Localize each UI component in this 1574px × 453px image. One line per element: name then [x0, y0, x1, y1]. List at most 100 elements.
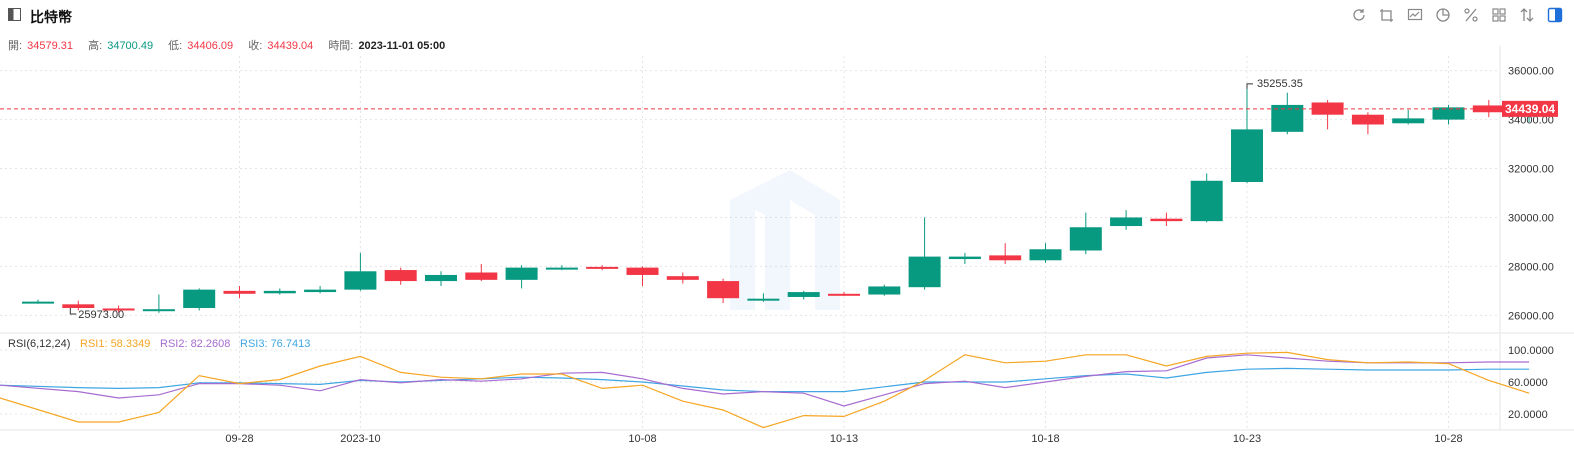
candle [1432, 104, 1465, 125]
candle-body [586, 266, 619, 269]
pie-icon[interactable] [1434, 6, 1452, 24]
annotations-layer: 35255.35 25973.00 [0, 78, 1500, 321]
crop-icon[interactable] [1378, 6, 1396, 24]
rsi-tick-label: 100.0000 [1508, 345, 1554, 357]
candle [1472, 100, 1505, 118]
candle [425, 271, 457, 286]
min-price-label: 25973.00 [78, 309, 124, 321]
time-label: 時間: [328, 40, 354, 52]
toolbar [1350, 6, 1564, 24]
price-tick-label: 28000.00 [1508, 261, 1554, 273]
rsi1-legend: RSI1: 58.3349 [80, 338, 150, 350]
refresh-icon[interactable] [1350, 6, 1368, 24]
candle-body [666, 276, 699, 280]
candle-body [223, 290, 256, 294]
candle-body [22, 301, 54, 304]
close-value: 34439.04 [267, 40, 314, 52]
rsi3-line [0, 367, 1530, 393]
candle-body [304, 289, 337, 293]
time-tick-label: 09-28 [225, 433, 253, 445]
open-label: 開: [8, 40, 23, 52]
candle [344, 252, 377, 291]
watermark-logo [730, 170, 840, 310]
symbol-title: 比特幣 [30, 9, 72, 25]
price-tick-label: 34000.00 [1508, 115, 1554, 127]
low-label: 低: [168, 40, 183, 52]
current-price-badge [1502, 100, 1558, 117]
candle [707, 278, 740, 304]
min-marker [69, 307, 77, 315]
candle-body [344, 271, 377, 290]
candle-body [142, 309, 175, 312]
candle [586, 265, 619, 271]
rsi-legend-title: RSI(6,12,24) [8, 338, 70, 350]
candle-body [505, 267, 538, 280]
layout-icon[interactable] [1490, 6, 1508, 24]
candle [183, 288, 216, 311]
candle-body [545, 267, 578, 270]
percent-icon[interactable] [1462, 6, 1480, 24]
candle-body [1069, 227, 1102, 251]
rsi2-line [0, 354, 1530, 407]
candle-body [465, 272, 498, 280]
candle-body [1432, 107, 1465, 120]
candle [1311, 100, 1344, 130]
candle [1029, 243, 1062, 263]
candle [384, 267, 417, 285]
candle [1190, 173, 1223, 223]
candle-body [102, 308, 135, 311]
candle-body [1351, 114, 1384, 125]
time-axis: 09-28 2023-10 10-08 10-13 10-18 10-23 10-28 [225, 433, 1462, 445]
candle-body [868, 286, 901, 295]
open-value: 34579.31 [27, 40, 74, 52]
candle [102, 305, 135, 313]
candle [223, 285, 256, 299]
candle [1231, 88, 1263, 184]
high-value: 34700.49 [107, 40, 154, 52]
price-tick-label: 32000.00 [1508, 164, 1554, 176]
price-tick-label: 36000.00 [1508, 66, 1554, 78]
price-axis: 36000.00 34000.00 32000.00 30000.00 28000.00… [1502, 66, 1558, 322]
candle [747, 293, 780, 302]
compare-icon[interactable] [1518, 6, 1536, 24]
time-value: 2023-11-01 05:00 [358, 40, 446, 52]
candle-body [707, 281, 740, 299]
candle-body [183, 289, 216, 308]
candle-body [62, 304, 95, 308]
time-tick-label: 10-13 [830, 433, 858, 445]
candle [465, 263, 498, 282]
candle-body [1311, 102, 1344, 115]
max-price-label: 35255.35 [1257, 78, 1303, 90]
candle-body [1110, 217, 1143, 227]
candle-body [263, 290, 296, 294]
rsi2-legend: RSI2: 82.2608 [160, 338, 230, 350]
candle [1351, 112, 1384, 135]
candle [868, 284, 901, 296]
candle [142, 294, 175, 313]
candle [989, 243, 1022, 264]
candle [908, 217, 941, 290]
candle [1110, 210, 1143, 230]
rsi-pane: 100.0000 60.0000 20.0000 RSI(6,12,24) RSI1: … [0, 338, 1554, 429]
price-tick-label: 30000.00 [1508, 212, 1554, 224]
candle-body [787, 292, 820, 297]
candle [22, 299, 54, 304]
candle-body [989, 255, 1022, 261]
chart-type-icon[interactable] [1406, 6, 1424, 24]
candles-layer [22, 88, 1546, 313]
candle [545, 265, 578, 271]
candle [263, 288, 296, 295]
time-tick-label: 10-18 [1031, 433, 1059, 445]
candle-body [948, 256, 981, 260]
high-label: 高: [88, 40, 103, 52]
symbol-panel-icon[interactable] [8, 8, 21, 21]
close-label: 收: [248, 40, 263, 52]
panel-icon[interactable] [1546, 6, 1564, 24]
rsi1-line [0, 351, 1530, 429]
candle [1069, 212, 1102, 255]
candle-body [908, 256, 941, 288]
candle [1271, 92, 1304, 135]
candle-body [1392, 118, 1425, 124]
time-tick-label: 10-28 [1434, 433, 1462, 445]
